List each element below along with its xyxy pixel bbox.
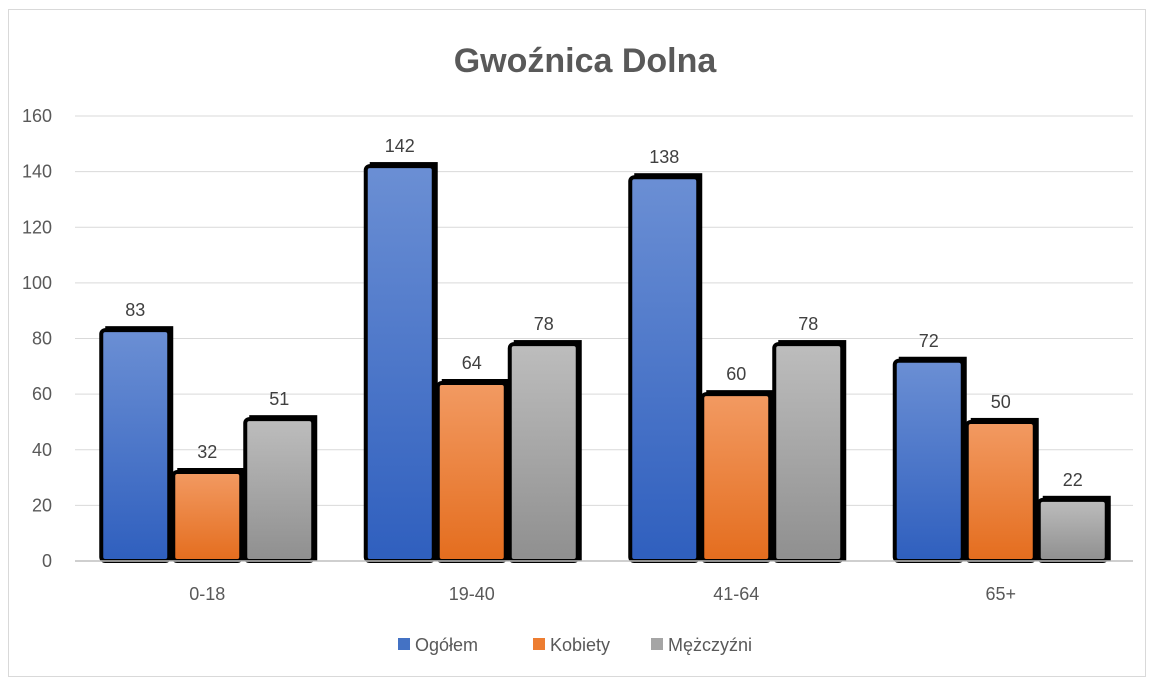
data-label: 83 bbox=[125, 300, 145, 320]
bar bbox=[964, 419, 1037, 563]
data-label: 51 bbox=[269, 389, 289, 409]
bar bbox=[99, 328, 172, 563]
bar bbox=[892, 358, 965, 563]
y-tick-label: 0 bbox=[42, 551, 52, 571]
chart-title: Gwoźnica Dolna bbox=[454, 42, 718, 80]
y-tick-label: 160 bbox=[22, 106, 52, 126]
data-label: 138 bbox=[649, 147, 679, 167]
x-tick-label: 41-64 bbox=[713, 584, 759, 604]
data-label: 142 bbox=[385, 136, 415, 156]
bar bbox=[772, 342, 845, 563]
data-label: 50 bbox=[991, 392, 1011, 412]
data-label: 72 bbox=[919, 331, 939, 351]
data-label: 32 bbox=[197, 442, 217, 462]
bar bbox=[507, 342, 580, 563]
legend-label: Ogółem bbox=[415, 635, 478, 655]
legend-label: Mężczyźni bbox=[668, 635, 752, 655]
data-label: 64 bbox=[462, 353, 482, 373]
bar bbox=[243, 417, 316, 563]
y-tick-label: 40 bbox=[32, 440, 52, 460]
y-tick-label: 80 bbox=[32, 329, 52, 349]
bar bbox=[1036, 497, 1109, 563]
y-tick-label: 60 bbox=[32, 384, 52, 404]
legend-swatch bbox=[398, 638, 410, 650]
legend-swatch bbox=[533, 638, 545, 650]
y-tick-label: 120 bbox=[22, 217, 52, 237]
bar bbox=[435, 381, 508, 563]
bar bbox=[363, 164, 436, 563]
bar bbox=[628, 175, 701, 563]
x-tick-label: 65+ bbox=[985, 584, 1016, 604]
x-tick-label: 19-40 bbox=[449, 584, 495, 604]
y-tick-label: 100 bbox=[22, 273, 52, 293]
bar bbox=[171, 470, 244, 563]
legend-swatch bbox=[651, 638, 663, 650]
data-label: 60 bbox=[726, 364, 746, 384]
y-tick-label: 20 bbox=[32, 495, 52, 515]
data-label: 78 bbox=[798, 314, 818, 334]
y-tick-label: 140 bbox=[22, 162, 52, 182]
data-label: 78 bbox=[534, 314, 554, 334]
x-tick-label: 0-18 bbox=[189, 584, 225, 604]
bar bbox=[700, 392, 773, 563]
legend-label: Kobiety bbox=[550, 635, 610, 655]
data-label: 22 bbox=[1063, 470, 1083, 490]
